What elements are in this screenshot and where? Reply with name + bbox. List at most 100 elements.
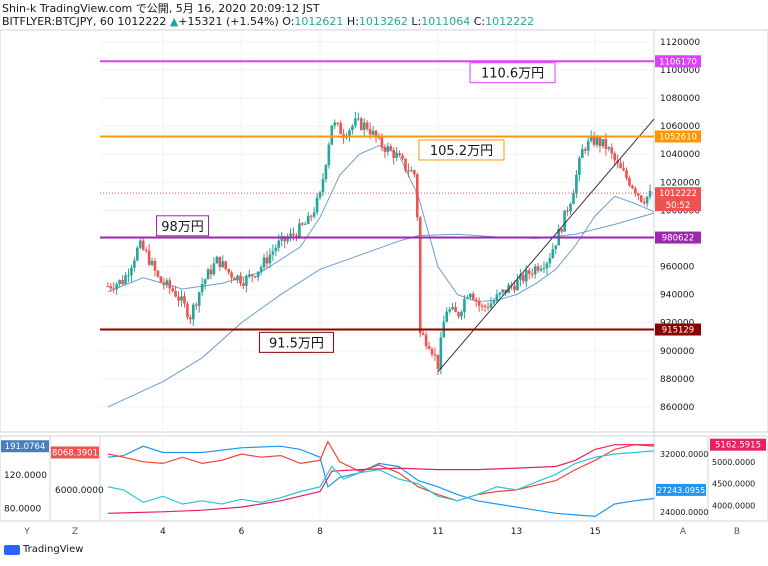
low-label: L: [411, 15, 422, 28]
candle-body [542, 268, 546, 270]
candle-body [312, 212, 316, 217]
indicator-left-badge-label: 8068.3901 [52, 448, 98, 458]
price-change: +15321 (+1.54%) [178, 15, 279, 28]
candle-body [203, 279, 207, 284]
candle-body [631, 185, 634, 189]
indicator-right-tick-2: 4000.0000 [712, 502, 755, 511]
candle-body [636, 193, 640, 196]
candle-body [253, 276, 257, 278]
candle-body [306, 215, 310, 224]
candle-body [619, 163, 622, 169]
tradingview-footer[interactable]: TradingView [4, 544, 83, 555]
annotation-box [469, 62, 556, 84]
candle-body [613, 153, 617, 161]
candle-body [321, 179, 325, 193]
indicator-right-badge-label: 27243.0955 [657, 486, 705, 495]
candle-body [159, 276, 163, 283]
candle-body [519, 274, 522, 280]
candle-body [124, 275, 127, 285]
price-tick-label: 860000 [660, 403, 695, 413]
time-tick-label: 15 [589, 527, 600, 537]
time-tick-label: 13 [511, 527, 522, 537]
candle-body [197, 292, 201, 306]
candle-body [183, 296, 186, 304]
candle-body [421, 333, 425, 335]
candle-body [274, 247, 278, 252]
candle-body [639, 195, 643, 202]
candle-body [206, 269, 210, 280]
candle-body [427, 346, 431, 350]
last-price-label: 1012222 [659, 189, 697, 199]
high-value: 1013262 [358, 15, 408, 28]
price-tick-label: 880000 [660, 375, 695, 385]
indicator-right-badge-label: 5162.5915 [715, 441, 761, 451]
candle-body [351, 125, 354, 131]
candle-body [112, 288, 116, 290]
candle-body [121, 279, 124, 285]
candle-body [171, 288, 174, 292]
level-badge-label: 915129 [662, 326, 694, 336]
candle-body [315, 197, 319, 213]
open-label: O: [282, 15, 295, 28]
candle-body [286, 237, 289, 242]
candle-body [218, 256, 222, 268]
candle-body [527, 270, 531, 274]
candle-body [283, 236, 286, 242]
candle-body [415, 174, 419, 218]
candle-body [192, 304, 195, 320]
candle-body [471, 293, 475, 300]
candle-body [610, 147, 614, 154]
candle-body [583, 149, 587, 151]
annotation-text: 98万円 [161, 220, 204, 235]
candle-body [530, 273, 534, 275]
candle-body [645, 196, 649, 204]
chart-header: Shin-k TradingView.com で公開, 5月 16, 2020 … [2, 2, 534, 28]
level-badge [655, 55, 701, 68]
candle-body [153, 260, 157, 271]
candle-body [598, 137, 602, 147]
change-arrow-icon: ▲ [169, 15, 179, 28]
candle-body [404, 158, 407, 171]
indicator-left-badge-label: 191.0764 [5, 442, 46, 452]
candle-body [572, 193, 575, 205]
level-badge [655, 231, 701, 244]
candle-body [357, 118, 360, 120]
candle-body [106, 286, 110, 288]
moving-average-slow [107, 212, 655, 408]
candle-body [407, 170, 410, 172]
candle-body [592, 136, 596, 145]
candle-body [292, 233, 295, 236]
candle-body [477, 300, 481, 306]
candle-body [339, 123, 342, 135]
candle-body [551, 249, 555, 259]
candle-body [451, 307, 454, 310]
price-tick-label: 1000000 [660, 206, 700, 216]
indicator-pane [107, 440, 655, 518]
candle-body [566, 210, 569, 212]
candle-body [224, 261, 228, 269]
candle-body [492, 300, 496, 304]
candle-body [563, 210, 566, 232]
annotation-text: 110.6万円 [481, 67, 544, 82]
candle-body [483, 305, 487, 307]
candle-body [545, 263, 549, 269]
candle-body [380, 137, 384, 148]
candle-body [604, 139, 608, 149]
close-value: 1012222 [485, 15, 535, 28]
candle-body [525, 270, 528, 282]
candle-body [463, 298, 466, 312]
candle-body [330, 125, 334, 145]
candle-body [250, 274, 254, 277]
candle-body [136, 247, 139, 261]
indicator-series-line [107, 444, 654, 514]
indicator-left-mid-tick: 6000.0000 [55, 486, 104, 496]
candle-body [230, 272, 233, 278]
candle-body [575, 175, 578, 194]
time-tick-label: 11 [432, 527, 443, 537]
candle-body [109, 286, 113, 289]
indicator-series-line [107, 440, 655, 502]
price-tick-label: 960000 [660, 263, 695, 273]
candle-body [233, 277, 236, 281]
price-pane-frame [0, 29, 768, 433]
